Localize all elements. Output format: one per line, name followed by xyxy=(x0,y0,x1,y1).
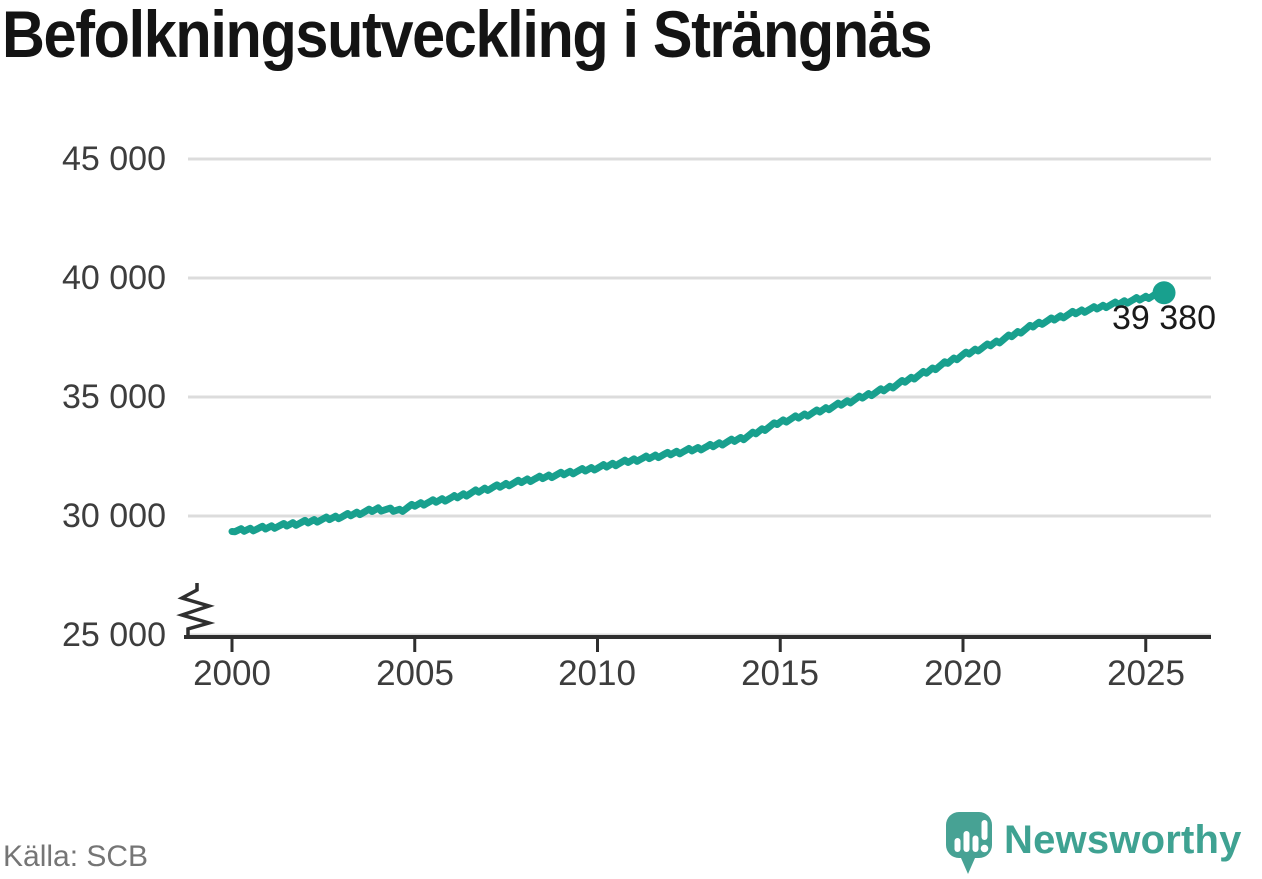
x-tick-label-2015: 2015 xyxy=(741,654,819,693)
chart-title: Befolkningsutveckling i Strängnäs xyxy=(2,0,933,71)
y-tick-label-45000: 45 000 xyxy=(62,140,166,178)
x-tick-label-2025: 2025 xyxy=(1107,654,1185,693)
newsworthy-logo[interactable]: Newsworthy xyxy=(944,808,1262,878)
x-tick-label-2000: 2000 xyxy=(193,654,271,693)
end-point-marker xyxy=(1152,281,1176,305)
y-tick-label-25000: 25 000 xyxy=(62,616,166,654)
newsworthy-logo-text: Newsworthy xyxy=(1004,817,1242,862)
source-credit: Källa: SCB xyxy=(3,840,149,873)
x-tick-label-2010: 2010 xyxy=(558,654,636,693)
y-tick-label-35000: 35 000 xyxy=(62,378,166,416)
end-value-label: 39 380 xyxy=(1112,299,1216,337)
axis-break-icon xyxy=(176,583,216,637)
y-tick-label-40000: 40 000 xyxy=(62,259,166,297)
x-tick-label-2020: 2020 xyxy=(924,654,1002,693)
y-tick-label-30000: 30 000 xyxy=(62,497,166,535)
x-tick-label-2005: 2005 xyxy=(376,654,454,693)
newsworthy-logo-icon xyxy=(946,812,992,874)
population-line xyxy=(228,289,1168,536)
